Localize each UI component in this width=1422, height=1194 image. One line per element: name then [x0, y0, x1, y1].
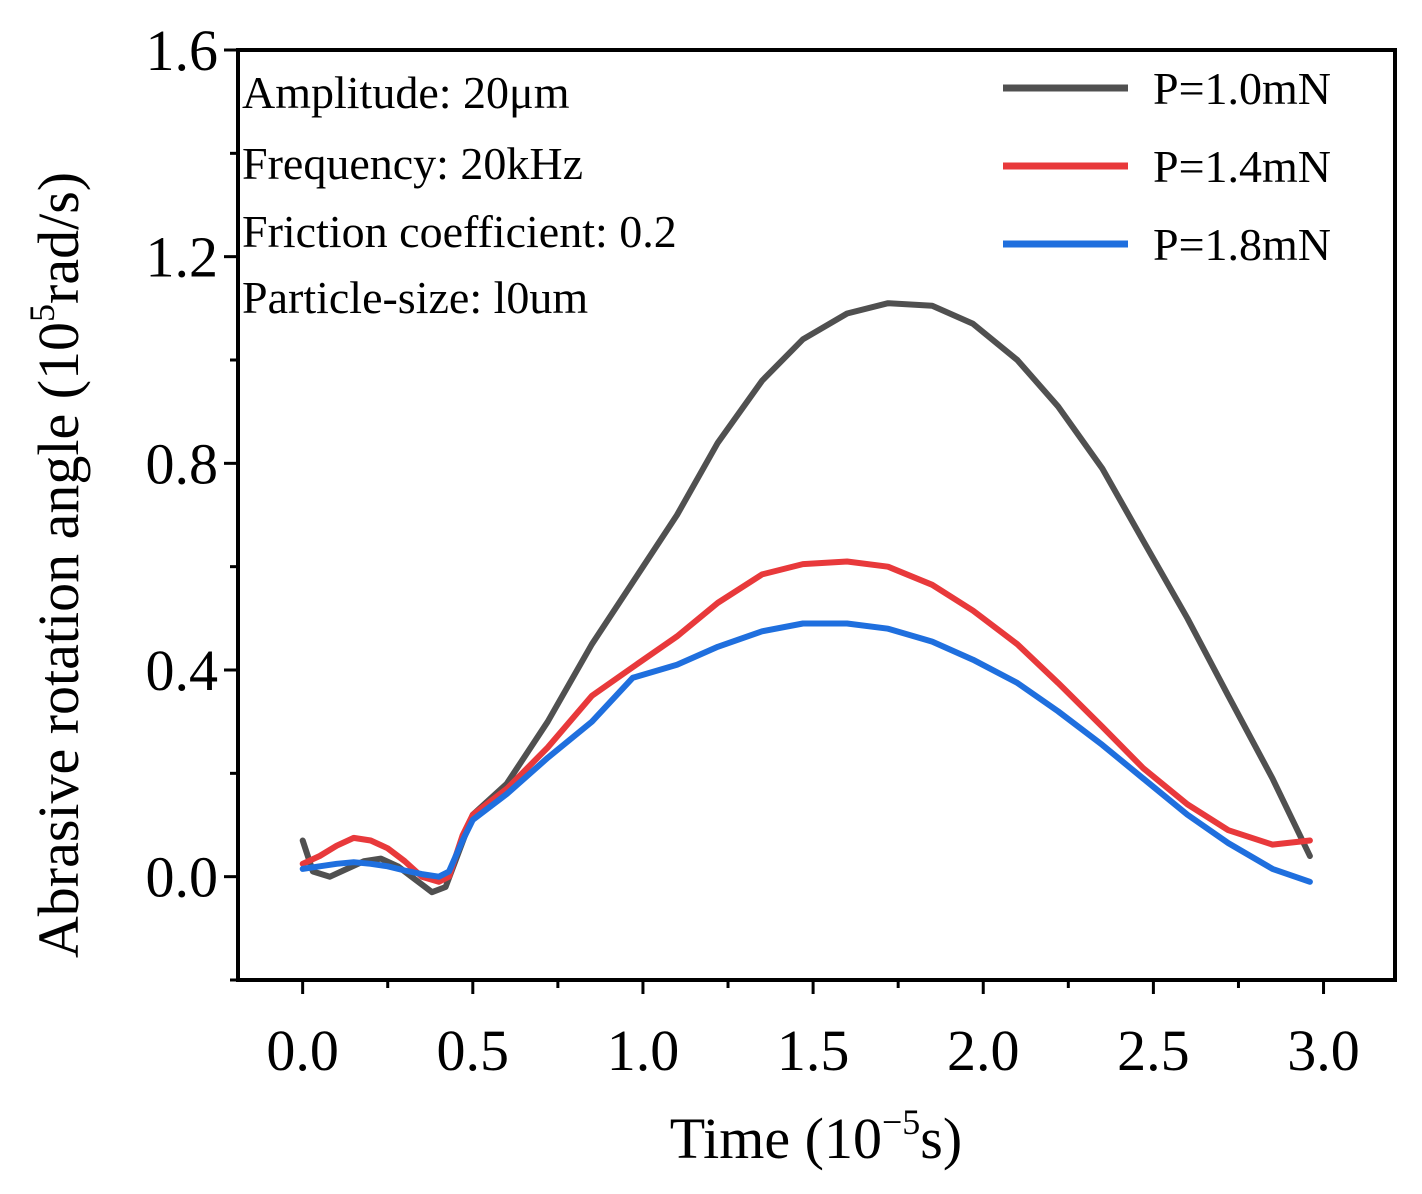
x-tick-label: 2.0 — [947, 1018, 1020, 1083]
legend-label-3: P=1.8mN — [1153, 219, 1331, 270]
y-tick-labels: 0.0 0.4 0.8 1.2 1.6 — [146, 18, 219, 910]
x-tick-label: 0.5 — [437, 1018, 510, 1083]
legend-label-2: P=1.4mN — [1153, 141, 1331, 192]
y-tick-label: 0.0 — [146, 845, 219, 910]
x-tick-label: 0.0 — [266, 1018, 339, 1083]
y-axis-title-unit: rad/s) — [26, 172, 91, 304]
series-line-3 — [299, 620, 1313, 885]
x-tick-label: 3.0 — [1287, 1018, 1360, 1083]
y-tick-label: 0.8 — [146, 431, 219, 496]
y-tick-label: 1.6 — [146, 18, 219, 83]
annotation-particle-size: Particle-size: l0um — [242, 272, 588, 323]
plot-frame — [236, 48, 1397, 982]
legend: P=1.0mN P=1.4mN P=1.8mN — [1003, 63, 1331, 270]
annotation-frequency: Frequency: 20kHz — [242, 138, 583, 189]
series-line-2 — [299, 558, 1313, 885]
x-axis-title-unit: s) — [920, 1106, 962, 1171]
x-axis-title-exponent: −5 — [882, 1102, 920, 1142]
axis-ticks — [224, 48, 1326, 994]
series-line-1 — [299, 300, 1313, 896]
x-tick-label: 1.5 — [777, 1018, 850, 1083]
x-tick-labels: 0.0 0.5 1.0 1.5 2.0 2.5 3.0 — [266, 1018, 1359, 1083]
legend-label-1: P=1.0mN — [1153, 63, 1331, 114]
x-tick-label: 1.0 — [607, 1018, 680, 1083]
y-tick-label: 0.4 — [146, 638, 219, 703]
x-tick-label: 2.5 — [1117, 1018, 1190, 1083]
annotation-block: Amplitude: 20μm Frequency: 20kHz Frictio… — [242, 67, 677, 323]
annotation-amplitude: Amplitude: 20μm — [242, 67, 570, 118]
y-axis-title: Abrasive rotation angle (105rad/s) — [22, 172, 91, 958]
series-layer — [299, 300, 1313, 896]
y-axis-title-exponent: 5 — [22, 304, 62, 322]
y-tick-label: 1.2 — [146, 225, 219, 290]
y-axis-title-main: Abrasive rotation angle (10 — [26, 322, 91, 958]
x-axis-title: Time (10−5s) — [670, 1102, 962, 1171]
annotation-friction: Friction coefficient: 0.2 — [242, 206, 677, 257]
x-axis-title-main: Time (10 — [670, 1106, 882, 1171]
